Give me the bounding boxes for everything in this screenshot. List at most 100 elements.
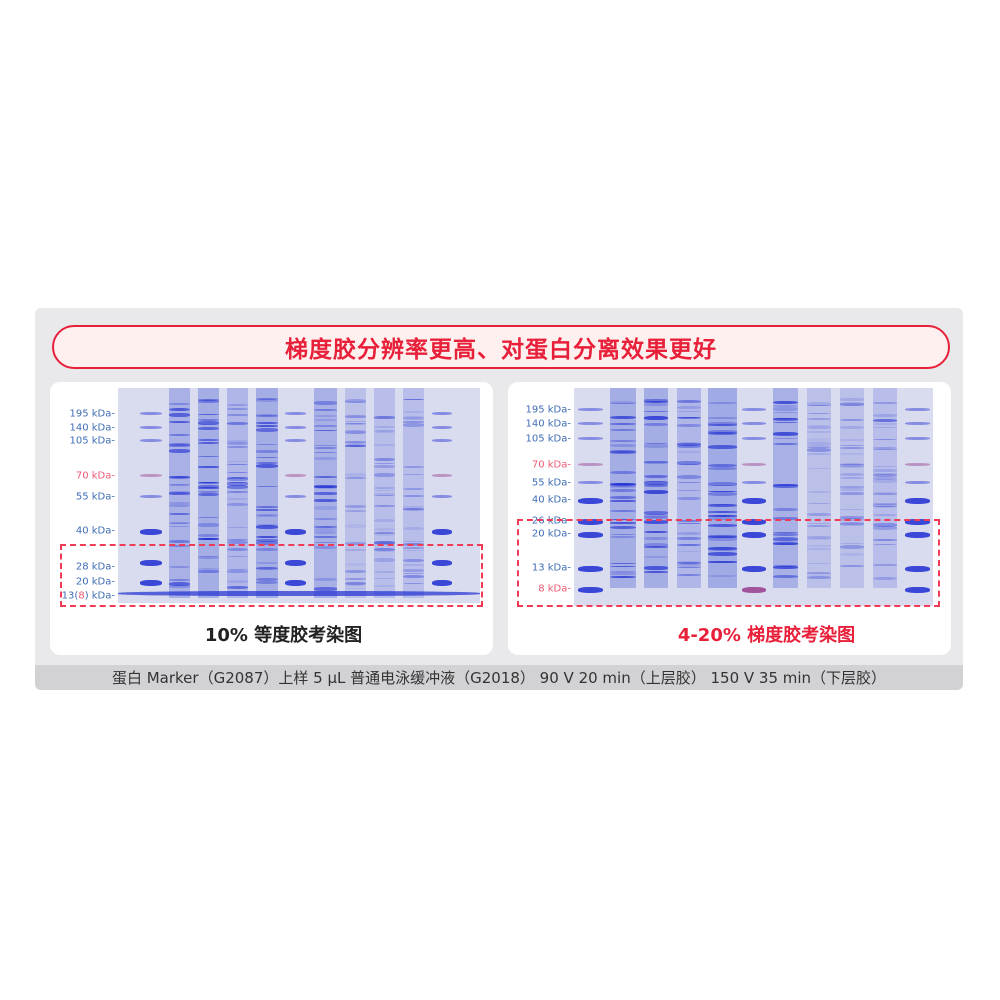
gel-band <box>807 536 831 539</box>
gel-band <box>256 566 278 569</box>
gel-band <box>644 490 668 495</box>
gel-band <box>374 531 395 535</box>
gel-band <box>708 504 737 508</box>
gel-band <box>873 478 897 483</box>
gel-band <box>169 442 190 446</box>
gel-band <box>374 540 395 545</box>
gel-band <box>374 473 395 477</box>
gel-band <box>227 422 248 426</box>
gel-band <box>708 511 737 514</box>
gel-band <box>840 485 864 488</box>
gel-band <box>610 485 636 488</box>
gel-band <box>742 463 766 466</box>
gel-band <box>345 563 366 567</box>
gel-band <box>840 403 864 406</box>
gel-band <box>227 440 248 443</box>
gel-band <box>807 512 831 516</box>
gel-band <box>644 489 668 494</box>
gel-band <box>873 426 897 429</box>
gel-band <box>644 442 668 445</box>
gel-band <box>708 547 737 550</box>
gel-band <box>374 457 395 462</box>
gel-band <box>140 439 162 442</box>
gel-band <box>578 566 603 572</box>
gel-band <box>227 476 248 480</box>
gel-band <box>677 561 701 565</box>
gel-band <box>227 586 248 589</box>
gel-band <box>314 531 337 535</box>
gel-band <box>198 534 219 538</box>
gel-band <box>140 412 162 415</box>
gel-band <box>873 473 897 478</box>
gel-band <box>256 463 278 468</box>
gel-band <box>345 570 366 574</box>
gel-band <box>285 439 306 442</box>
gel-band <box>677 543 701 547</box>
gel-band <box>374 429 395 432</box>
highlight-box-right <box>517 519 940 607</box>
marker-label: 195 kDa- <box>525 404 572 416</box>
gel-band <box>610 575 636 579</box>
left-caption: 10% 等度胶考染图 <box>204 625 363 646</box>
gel-band <box>374 426 395 429</box>
gel-band <box>807 448 831 452</box>
gel-band <box>256 509 278 511</box>
gel-band <box>198 441 219 444</box>
gel-band <box>905 498 930 504</box>
gel-band <box>644 460 668 464</box>
gel-band <box>403 473 424 476</box>
gel-band <box>610 573 636 575</box>
gel-band <box>807 404 831 406</box>
gel-band <box>314 492 337 495</box>
gel-band <box>873 402 897 404</box>
gel-band <box>905 481 930 484</box>
gel-band <box>314 546 337 550</box>
gel-band <box>345 415 366 419</box>
gel-band <box>873 473 897 475</box>
gel-band <box>374 547 395 551</box>
gel-band <box>708 514 737 517</box>
gel-band <box>644 484 668 488</box>
gel-band <box>345 445 366 448</box>
gel-band <box>840 492 864 495</box>
gel-band <box>840 445 864 447</box>
gel-band <box>773 432 798 436</box>
marker-label: 20 kDa- <box>531 528 571 540</box>
gel-band <box>169 476 190 480</box>
gel-band <box>345 524 366 528</box>
gel-band <box>198 484 219 489</box>
gel-band <box>677 463 701 465</box>
gel-band <box>873 493 897 496</box>
highlight-box-left <box>60 544 483 607</box>
gel-band <box>708 484 737 486</box>
gel-band <box>169 540 190 543</box>
gel-band <box>840 465 864 468</box>
gel-band <box>677 416 701 418</box>
gel-band <box>198 516 219 518</box>
gel-band <box>198 487 219 489</box>
gel-band <box>773 532 798 536</box>
gel-band <box>345 587 366 589</box>
gel-band <box>256 456 278 459</box>
gel-band <box>169 522 190 525</box>
gel-band <box>773 411 798 414</box>
gel-band <box>169 512 190 515</box>
gel-band <box>227 471 248 474</box>
marker-label: 28 kDa- <box>75 561 115 573</box>
gel-band <box>314 578 337 582</box>
gel-band <box>677 574 701 577</box>
gel-band <box>773 400 798 405</box>
gel-band <box>807 575 831 579</box>
gel-band <box>708 401 737 404</box>
gel-band <box>873 439 897 441</box>
gel-band <box>807 453 831 456</box>
gel-band <box>432 560 452 566</box>
gel-band <box>578 408 603 411</box>
gel-band <box>314 486 337 489</box>
gel-band <box>374 540 395 545</box>
gel-band <box>169 444 190 447</box>
gel-band <box>285 529 306 535</box>
gel-band <box>873 477 897 480</box>
gel-band <box>374 542 395 545</box>
gel-band <box>840 401 864 406</box>
